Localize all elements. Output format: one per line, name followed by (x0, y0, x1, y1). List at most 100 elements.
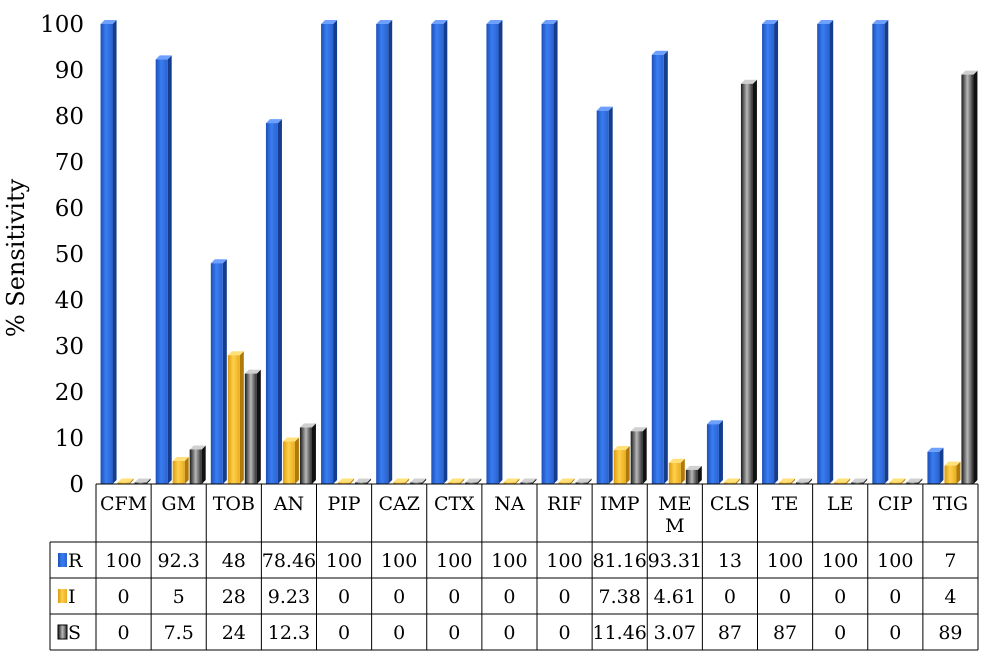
x-tick-label: AN (273, 493, 304, 515)
y-tick-label: 50 (55, 242, 84, 268)
y-tick-label: 80 (55, 104, 84, 130)
table-cell-s: 11.46 (592, 622, 646, 644)
x-tick-label: LE (827, 493, 854, 515)
bar-r-11 (706, 420, 723, 484)
table-cell-i: 9.23 (268, 586, 310, 608)
bar-i-6 (448, 478, 465, 484)
bar-i-9 (613, 446, 630, 484)
x-tick-label: TE (772, 493, 799, 515)
x-tick-label: GM (161, 493, 196, 515)
table-cell-i: 4.61 (654, 586, 696, 608)
x-tick-label: NA (494, 493, 525, 515)
x-tick-label: M (665, 515, 684, 537)
table-cell-r: 100 (326, 550, 362, 572)
table-cell-i: 0 (448, 586, 460, 608)
table-cell-s: 87 (773, 622, 797, 644)
bar-s-13 (851, 478, 868, 484)
table-cell-s: 0 (503, 622, 515, 644)
bar-i-15 (944, 461, 961, 484)
y-tick-label: 10 (55, 426, 84, 452)
x-tick-label: TIG (933, 493, 968, 515)
legend-label-s: S (68, 622, 81, 644)
bar-i-12 (779, 478, 796, 484)
y-tick-label: 40 (55, 288, 84, 314)
table-cell-i: 28 (222, 586, 246, 608)
bar-i-4 (338, 478, 355, 484)
bar-s-15 (961, 70, 978, 484)
table-cell-s: 0 (118, 622, 130, 644)
table-cell-s: 0 (889, 622, 901, 644)
table-cell-i: 4 (944, 586, 956, 608)
table-cell-i: 0 (724, 586, 736, 608)
bar-r-14 (872, 20, 889, 484)
bar-i-0 (117, 478, 134, 484)
bar-r-13 (817, 20, 834, 484)
table-cell-r: 100 (491, 550, 527, 572)
y-tick-label: 90 (55, 58, 84, 84)
table-cell-i: 0 (393, 586, 405, 608)
y-axis-ticks: 0 10 20 30 40 50 60 70 80 90 100 (40, 12, 84, 498)
table-cell-s: 7.5 (164, 622, 194, 644)
legend-label-i: I (68, 586, 76, 608)
y-tick-label: 60 (55, 196, 84, 222)
table-cell-i: 5 (173, 586, 185, 608)
bar-s-1 (189, 445, 206, 484)
table-cell-r: 100 (546, 550, 582, 572)
table-cell-r: 78.46 (262, 550, 316, 572)
bar-i-3 (282, 437, 299, 484)
table-cell-i: 0 (834, 586, 846, 608)
bar-r-9 (596, 106, 613, 484)
y-tick-label: 30 (55, 334, 84, 360)
table-cell-r: 92.3 (158, 550, 200, 572)
table-cell-r: 100 (767, 550, 803, 572)
bar-s-4 (355, 478, 372, 484)
bar-i-8 (558, 478, 575, 484)
x-tick-label: CFM (100, 493, 147, 515)
table-cell-s: 0 (448, 622, 460, 644)
y-tick-label: 70 (55, 150, 84, 176)
bar-r-15 (927, 447, 944, 484)
legend-key-i (58, 589, 67, 603)
table-cell-i: 0 (338, 586, 350, 608)
table-cell-s: 87 (718, 622, 742, 644)
bar-r-5 (376, 20, 393, 484)
x-tick-label: CAZ (378, 493, 419, 515)
bar-i-5 (393, 478, 410, 484)
bar-r-3 (265, 119, 282, 485)
bar-i-14 (889, 478, 906, 484)
x-tick-label: TOB (213, 493, 255, 515)
bar-r-0 (100, 20, 117, 484)
bar-r-6 (431, 20, 448, 484)
table-cell-i: 7.38 (599, 586, 641, 608)
table-cell-r: 100 (436, 550, 472, 572)
table-cell-r: 81.16 (592, 550, 646, 572)
bar-s-8 (575, 478, 592, 484)
bar-s-10 (685, 465, 702, 484)
table-cell-s: 24 (222, 622, 246, 644)
x-tick-label: CTX (434, 493, 475, 515)
bar-r-8 (541, 20, 558, 484)
bar-r-7 (486, 20, 503, 484)
table-cell-i: 0 (889, 586, 901, 608)
y-tick-label: 20 (55, 380, 84, 406)
x-tick-label: CLS (710, 493, 750, 515)
table-cell-r: 7 (944, 550, 956, 572)
bar-i-7 (503, 478, 520, 484)
table-cell-r: 100 (822, 550, 858, 572)
x-tick-label: CIP (878, 493, 913, 515)
table-cell-s: 0 (834, 622, 846, 644)
table-cell-i: 0 (559, 586, 571, 608)
table-cell-s: 0 (338, 622, 350, 644)
bar-s-2 (244, 369, 261, 484)
table-cell-s: 0 (393, 622, 405, 644)
bar-s-5 (410, 478, 427, 484)
table-cell-r: 100 (381, 550, 417, 572)
data-table: CFM GM TOB AN PIP CAZ CTX NA RIF IMP MEM CLS TE LE CIP… (49, 483, 979, 651)
legend-key-s (57, 624, 68, 640)
bar-i-2 (227, 351, 244, 484)
table-cell-i: 0 (503, 586, 515, 608)
bar-r-2 (210, 259, 227, 484)
y-axis-label: % Sensitivity (2, 178, 30, 337)
table-cell-s: 12.3 (268, 622, 310, 644)
